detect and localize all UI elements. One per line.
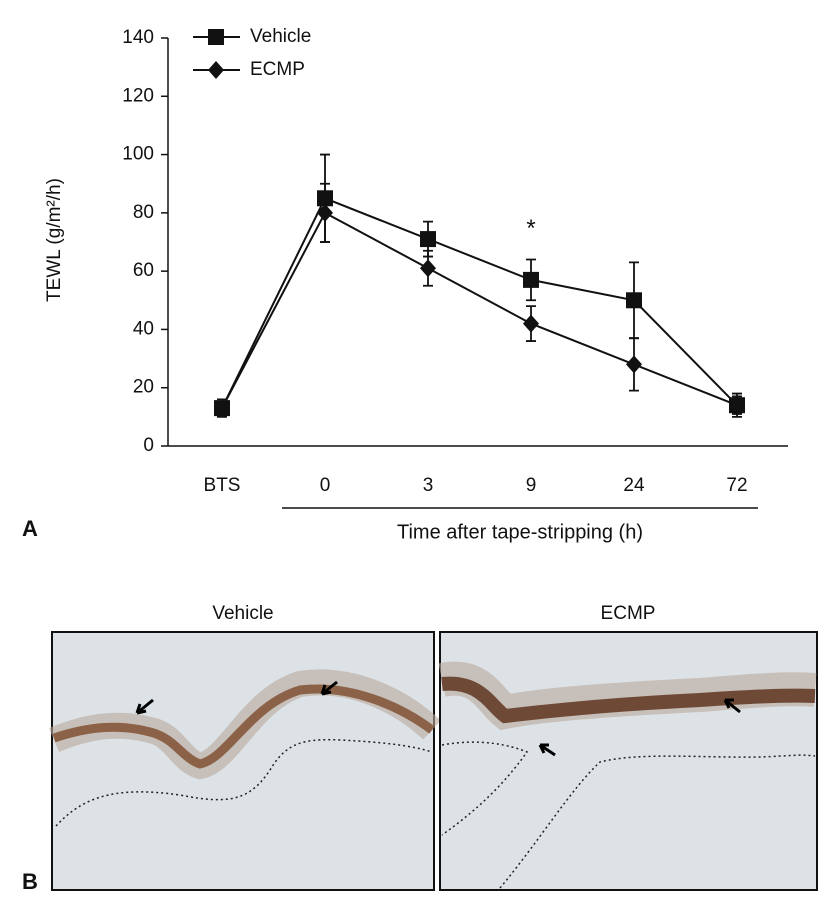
y-tick-label: 60 (133, 260, 154, 281)
image-title: Vehicle (212, 603, 273, 624)
marker (317, 203, 333, 222)
marker (729, 396, 745, 415)
y-axis-label: TEWL (g/m²/h) (44, 178, 65, 302)
marker (214, 399, 230, 418)
marker (523, 314, 539, 333)
y-tick-label: 40 (133, 318, 154, 339)
marker (626, 355, 642, 374)
series-line (221, 211, 738, 409)
y-tick-label: 20 (133, 377, 154, 398)
micrograph (49, 631, 441, 891)
legend-marker (208, 29, 224, 45)
marker (626, 292, 642, 309)
x-tick-label: 72 (726, 475, 747, 496)
micrograph (438, 631, 818, 891)
y-tick-label: 80 (133, 202, 154, 223)
y-tick-label: 140 (122, 27, 154, 48)
x-tick-label: 24 (623, 475, 645, 496)
x-tick-label: 3 (423, 475, 434, 496)
y-tick-label: 100 (122, 144, 154, 165)
x-tick-label: 9 (526, 475, 537, 496)
annotation: * (526, 215, 535, 242)
y-tick-label: 120 (122, 85, 154, 106)
marker (420, 231, 436, 248)
y-tick-label: 0 (143, 435, 154, 456)
marker (523, 271, 539, 288)
x-tick-label: 0 (320, 475, 331, 496)
x-tick-label: BTS (204, 475, 241, 496)
panel-label: B (22, 869, 38, 894)
legend-label: ECMP (250, 59, 305, 80)
legend-label: Vehicle (250, 26, 311, 47)
image-title: ECMP (601, 603, 656, 624)
panel-label: A (22, 516, 38, 541)
marker (420, 259, 436, 278)
series-line (221, 197, 738, 409)
legend-marker (208, 61, 224, 79)
x-axis-label: Time after tape-stripping (h) (397, 521, 643, 543)
